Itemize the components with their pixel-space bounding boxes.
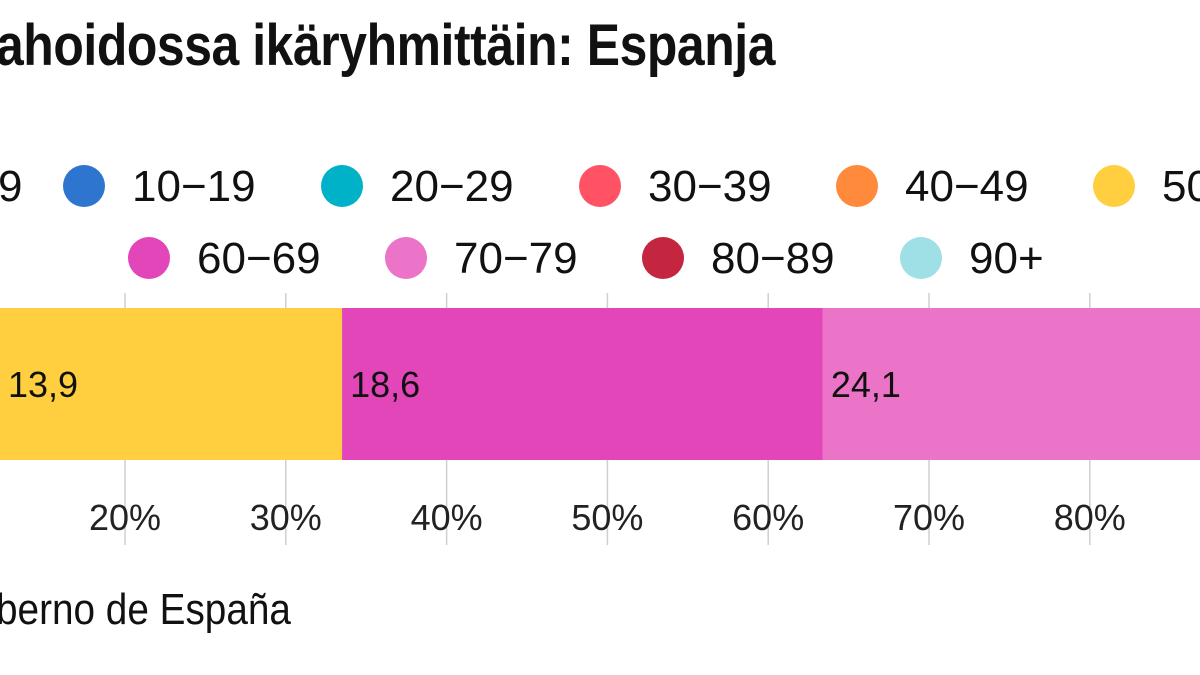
x-tick-label: 40%: [411, 497, 483, 538]
bar-segments: 0,1113,918,624,119,1: [0, 308, 1200, 460]
legend-swatch: [1093, 165, 1135, 207]
x-tick-label: 80%: [1054, 497, 1126, 538]
bar-segment: [0, 308, 343, 460]
legend-label: 50: [1162, 162, 1200, 211]
legend-swatch: [63, 165, 105, 207]
source-note: berno de España: [0, 585, 291, 634]
data-label: 18,6: [350, 364, 420, 405]
x-tick-label: 50%: [571, 497, 643, 538]
legend: 9 10−19 20−29 30−39 40−49 50 60−69 70−79 80−89 90…: [0, 162, 1200, 283]
legend-label: 60−69: [197, 234, 321, 283]
legend-label: 30−39: [648, 162, 772, 211]
data-label: 24,1: [831, 364, 901, 405]
legend-swatch: [128, 237, 170, 279]
data-label: 13,9: [8, 364, 78, 405]
legend-swatch: [579, 165, 621, 207]
bar-segment: [342, 308, 823, 460]
bar-segment: [822, 308, 1200, 460]
legend-label: 10−19: [132, 162, 256, 211]
x-axis-tick-labels: 20%30%40%50%60%70%80%90: [89, 497, 1126, 538]
x-tick-label: 30%: [250, 497, 322, 538]
legend-label: 9: [0, 162, 22, 211]
legend-label: 90+: [969, 234, 1044, 283]
chart-title: ahoidossa ikäryhmittäin: Espanja: [0, 13, 776, 78]
legend-swatch: [900, 237, 942, 279]
legend-swatch: [642, 237, 684, 279]
legend-swatch: [836, 165, 878, 207]
legend-swatch: [385, 237, 427, 279]
x-tick-label: 60%: [732, 497, 804, 538]
x-tick-label: 20%: [89, 497, 161, 538]
x-tick-label: 70%: [893, 497, 965, 538]
legend-label: 70−79: [454, 234, 578, 283]
legend-label: 20−29: [390, 162, 514, 211]
legend-label: 80−89: [711, 234, 835, 283]
legend-swatch: [321, 165, 363, 207]
legend-label: 40−49: [905, 162, 1029, 211]
